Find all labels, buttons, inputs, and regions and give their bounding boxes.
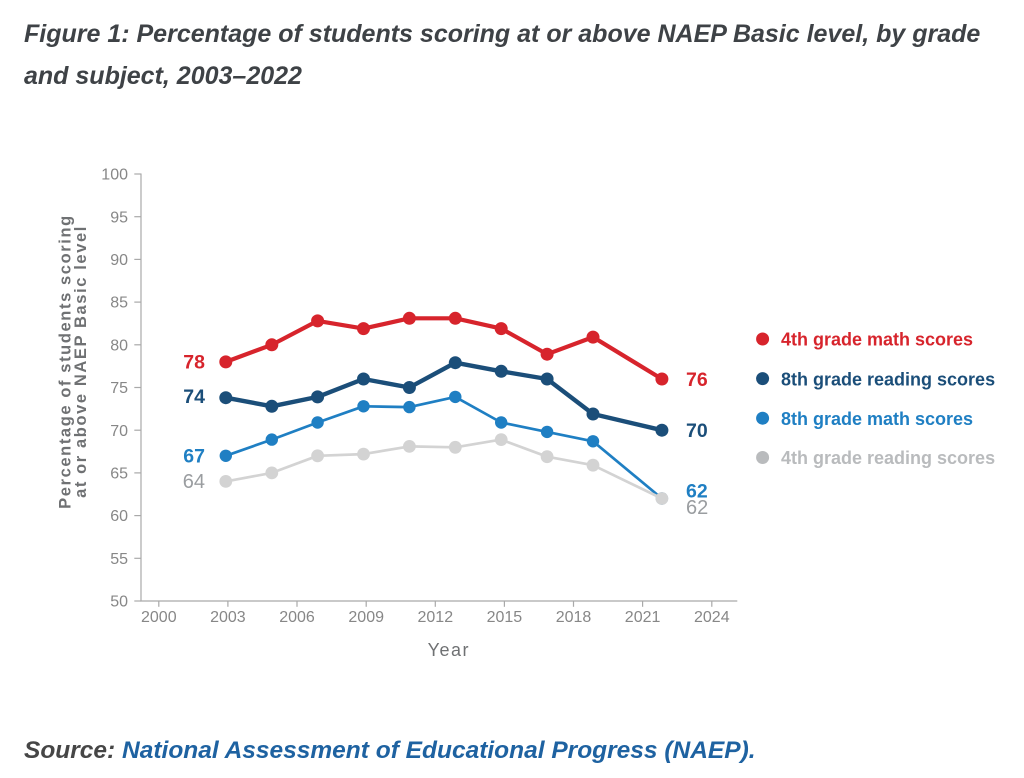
svg-text:78: 78 xyxy=(183,352,205,374)
svg-text:67: 67 xyxy=(183,446,205,468)
svg-text:4th grade reading scores: 4th grade reading scores xyxy=(781,448,995,468)
svg-text:62: 62 xyxy=(686,497,708,519)
svg-text:64: 64 xyxy=(183,471,205,493)
svg-text:65: 65 xyxy=(110,466,128,483)
svg-text:70: 70 xyxy=(110,423,128,440)
svg-text:75: 75 xyxy=(110,380,128,397)
svg-text:85: 85 xyxy=(110,295,128,312)
svg-text:2006: 2006 xyxy=(279,609,315,626)
svg-text:55: 55 xyxy=(110,551,128,568)
svg-text:2024: 2024 xyxy=(694,609,730,626)
svg-text:2015: 2015 xyxy=(487,609,523,626)
svg-text:2009: 2009 xyxy=(348,609,384,626)
svg-text:74: 74 xyxy=(183,386,205,408)
svg-text:4th grade math scores: 4th grade math scores xyxy=(781,330,973,350)
svg-text:Year: Year xyxy=(428,640,470,660)
svg-text:2018: 2018 xyxy=(556,609,592,626)
svg-text:2021: 2021 xyxy=(625,609,661,626)
svg-text:2000: 2000 xyxy=(141,609,177,626)
svg-text:8th grade reading scores: 8th grade reading scores xyxy=(781,369,995,389)
svg-text:100: 100 xyxy=(101,167,128,184)
svg-text:80: 80 xyxy=(110,337,128,354)
svg-text:95: 95 xyxy=(110,209,128,226)
svg-text:62: 62 xyxy=(686,481,708,503)
svg-text:2012: 2012 xyxy=(418,609,454,626)
svg-text:76: 76 xyxy=(686,369,708,391)
svg-text:Percentage of students scoring: Percentage of students scoring xyxy=(57,214,75,509)
svg-text:2003: 2003 xyxy=(210,609,246,626)
svg-text:90: 90 xyxy=(110,252,128,269)
svg-text:70: 70 xyxy=(686,420,708,442)
svg-text:at or above NAEP Basic level: at or above NAEP Basic level xyxy=(72,225,90,498)
svg-text:50: 50 xyxy=(110,594,128,611)
svg-text:8th grade math scores: 8th grade math scores xyxy=(781,409,973,429)
svg-text:60: 60 xyxy=(110,508,128,525)
